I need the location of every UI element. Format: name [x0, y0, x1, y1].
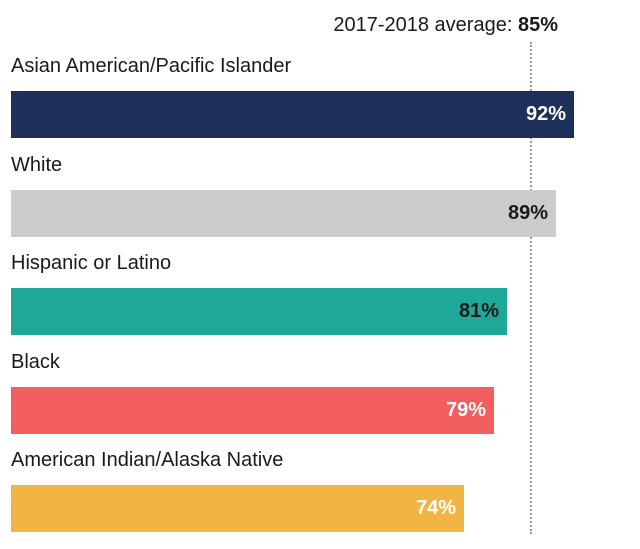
average-value: 85%	[517, 14, 558, 36]
bar-value-label: 74%	[415, 497, 456, 519]
average-label-text: 2017-2018 average:	[333, 14, 513, 36]
bar-value-label: 79%	[445, 399, 486, 421]
bar-value-label: 81%	[458, 300, 499, 322]
bar-value-label: 92%	[525, 103, 566, 125]
bar-value-label: 89%	[507, 202, 548, 224]
average-reference-line	[530, 42, 533, 534]
category-label: Asian American/Pacific Islander	[11, 55, 292, 77]
bar	[11, 91, 574, 138]
bar	[11, 190, 556, 237]
bar	[11, 485, 464, 532]
category-label: White	[11, 154, 63, 176]
average-label: 2017-2018 average: 85%	[0, 14, 558, 37]
category-label: Hispanic or Latino	[11, 252, 172, 274]
bar	[11, 387, 494, 434]
bar	[11, 288, 507, 335]
category-label: American Indian/Alaska Native	[11, 449, 284, 471]
category-label: Black	[11, 351, 60, 373]
